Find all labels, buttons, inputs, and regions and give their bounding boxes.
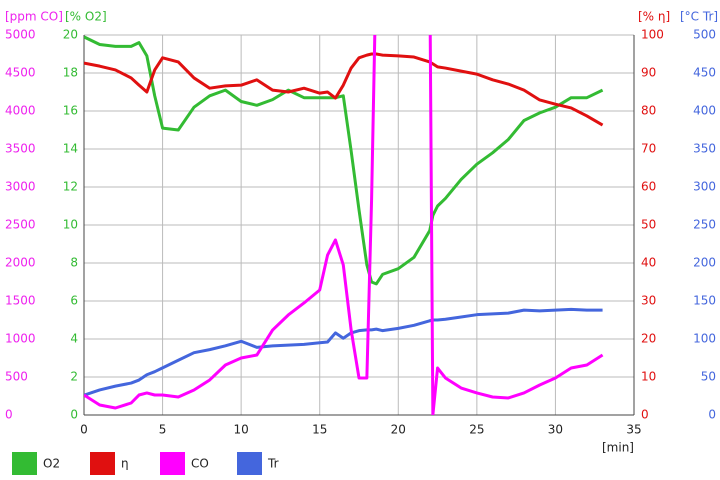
y-tick-label: 20 [63, 28, 78, 42]
y-tick-label: 300 [693, 180, 716, 194]
y-tick-label: 60 [641, 180, 656, 194]
y-tick-label: 80 [641, 104, 656, 118]
x-tick-label: 25 [469, 423, 484, 437]
y-tick-label: 2000 [5, 256, 36, 270]
x-axis-label: [min] [602, 441, 634, 455]
y-axis-label: [% O2] [65, 10, 107, 24]
legend-swatch [12, 452, 37, 475]
x-tick-label: 0 [80, 423, 88, 437]
y-tick-label: 400 [693, 104, 716, 118]
y-tick-label: 150 [693, 294, 716, 308]
y-tick-label: 500 [5, 370, 28, 384]
y-tick-label: 0 [70, 408, 78, 422]
series-line [84, 35, 604, 415]
y-tick-label: 4500 [5, 66, 36, 80]
series-line [84, 52, 604, 127]
y-tick-label: 20 [641, 332, 656, 346]
x-tick-label: 15 [312, 423, 327, 437]
y-tick-label: 8 [70, 256, 78, 270]
legend-swatch [90, 452, 115, 475]
y-tick-label: 350 [693, 142, 716, 156]
x-tick-label: 35 [626, 423, 641, 437]
y-tick-label: 3500 [5, 142, 36, 156]
y-tick-label: 5000 [5, 28, 36, 42]
y-tick-label: 90 [641, 66, 656, 80]
legend-label: O2 [43, 457, 60, 471]
y-tick-label: 450 [693, 66, 716, 80]
y-tick-label: 0 [5, 408, 13, 422]
y-tick-label: 10 [641, 370, 656, 384]
y-tick-label: 1500 [5, 294, 36, 308]
legend-swatch [237, 452, 262, 475]
legend-swatch [160, 452, 185, 475]
x-tick-label: 20 [391, 423, 406, 437]
y-tick-label: 10 [63, 218, 78, 232]
y-tick-label: 50 [701, 370, 716, 384]
y-tick-label: 4 [70, 332, 78, 346]
y-axis-label: [°C Tr] [680, 10, 718, 24]
y-tick-label: 500 [693, 28, 716, 42]
y-tick-label: 1000 [5, 332, 36, 346]
y-tick-label: 100 [641, 28, 664, 42]
series-line [84, 307, 603, 397]
y-axis-label: [ppm CO] [5, 10, 63, 24]
x-tick-label: 5 [159, 423, 167, 437]
legend-label: Tr [267, 457, 279, 471]
y-tick-label: 14 [63, 142, 78, 156]
y-tick-label: 100 [693, 332, 716, 346]
y-tick-label: 30 [641, 294, 656, 308]
y-tick-label: 18 [63, 66, 78, 80]
y-axis-label: [% η] [638, 10, 670, 24]
y-tick-label: 40 [641, 256, 656, 270]
y-tick-label: 4000 [5, 104, 36, 118]
y-tick-label: 2500 [5, 218, 36, 232]
legend-label: η [121, 457, 129, 471]
x-tick-label: 10 [234, 423, 249, 437]
y-tick-label: 0 [641, 408, 649, 422]
y-tick-label: 16 [63, 104, 78, 118]
y-tick-label: 6 [70, 294, 78, 308]
legend-label: CO [191, 457, 209, 471]
y-tick-label: 70 [641, 142, 656, 156]
x-tick-label: 30 [548, 423, 563, 437]
y-tick-label: 50 [641, 218, 656, 232]
y-tick-label: 0 [708, 408, 716, 422]
y-tick-label: 200 [693, 256, 716, 270]
plot-area [84, 35, 604, 415]
y-tick-label: 12 [63, 180, 78, 194]
y-tick-label: 250 [693, 218, 716, 232]
series-line [84, 35, 604, 286]
y-tick-label: 2 [70, 370, 78, 384]
y-tick-label: 3000 [5, 180, 36, 194]
